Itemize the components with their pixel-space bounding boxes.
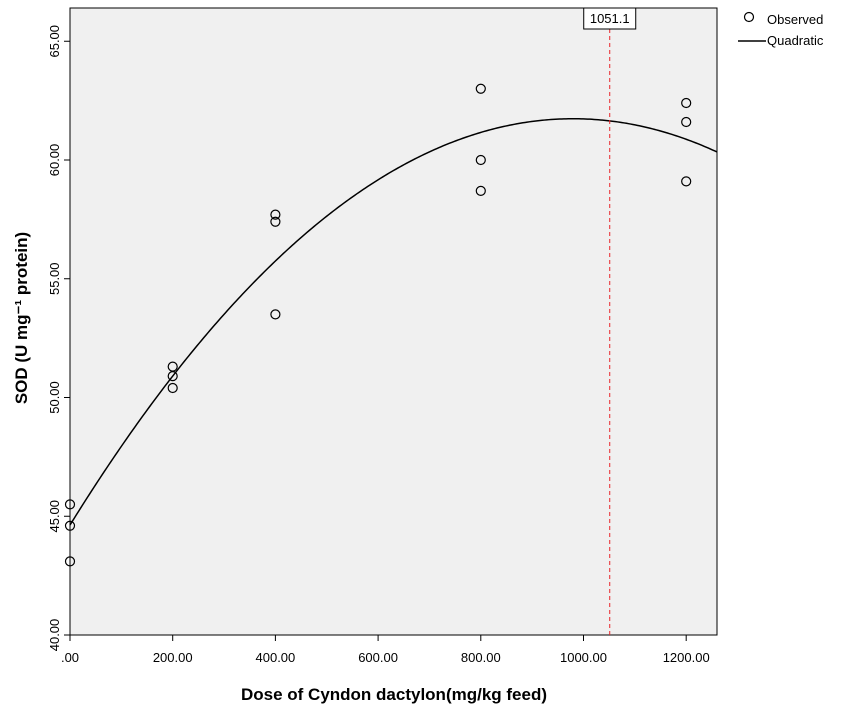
reference-line-layer: 1051.1 [583,7,637,635]
reference-label-box [583,7,637,30]
y-tick-label: 50.00 [47,381,62,414]
legend-observed-label: Observed [767,12,823,27]
y-tick-label: 40.00 [47,619,62,652]
data-point [681,176,692,187]
y-tick-label: 45.00 [47,500,62,533]
data-point [64,556,76,567]
data-point [167,371,178,382]
fit-curve-layer [69,117,718,526]
x-axis: .00 200.00 400.00 600.00 800.00 1000.00 1200.0… [61,635,710,665]
reference-label: 1051.1 [590,11,630,26]
x-tick-label: .00 [61,650,79,665]
data-point [167,382,178,394]
x-tick-label: 200.00 [153,650,193,665]
plot-area [69,7,718,636]
legend: Observed Quadratic [738,11,824,48]
x-tick-label: 1000.00 [560,650,607,665]
y-tick-label: 55.00 [47,262,62,295]
data-point [475,154,486,166]
data-point [64,520,76,531]
data-point [475,185,486,196]
data-points-layer [64,83,692,567]
y-axis: 40.00 45.00 50.00 55.00 60.00 65.00 [47,25,70,651]
data-point [270,309,281,320]
x-tick-label: 800.00 [461,650,501,665]
y-tick-label: 65.00 [47,25,62,58]
data-point [64,499,76,510]
legend-observed-marker [743,11,755,23]
y-tick-label: 60.00 [47,144,62,177]
quadratic-fit-line [69,117,718,526]
data-point [270,209,281,220]
data-point [681,97,692,109]
x-tick-label: 1200.00 [663,650,710,665]
x-tick-label: 600.00 [358,650,398,665]
legend-quadratic-label: Quadratic [767,33,824,48]
y-axis-title: SOD (U mg⁻¹ protein) [12,232,31,404]
x-axis-title: Dose of Cyndon dactylon(mg/kg feed) [241,685,547,704]
x-tick-label: 400.00 [256,650,296,665]
data-point [270,216,281,227]
data-point [681,116,692,128]
data-point [475,83,486,94]
